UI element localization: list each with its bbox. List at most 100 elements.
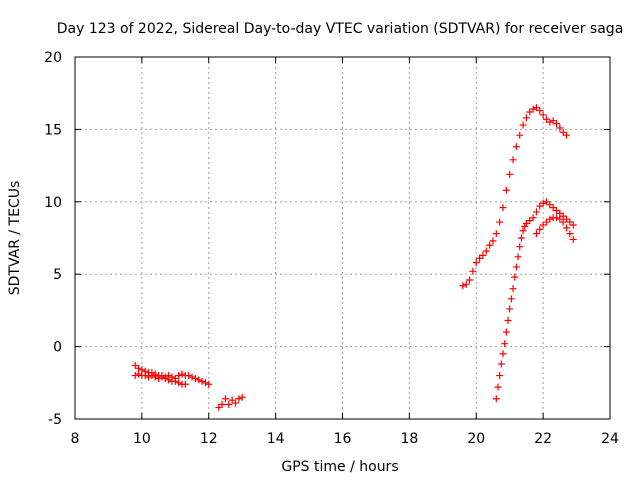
- x-tick-label: 20: [467, 431, 485, 447]
- data-point: [135, 370, 143, 378]
- data-point: [195, 376, 203, 384]
- data-point: [529, 105, 537, 113]
- data-point: [532, 208, 540, 216]
- data-point: [175, 379, 183, 387]
- data-point: [499, 204, 507, 212]
- data-point: [161, 374, 169, 382]
- data-point: [155, 374, 163, 382]
- x-tick-label: 24: [601, 431, 619, 447]
- y-tick-label: 15: [44, 122, 62, 138]
- data-point: [158, 373, 166, 381]
- data-point: [566, 230, 574, 238]
- y-tick-label: 5: [53, 267, 62, 283]
- data-point: [512, 263, 520, 271]
- data-point: [511, 273, 519, 281]
- data-point: [496, 218, 504, 226]
- data-point: [218, 401, 226, 409]
- data-point: [516, 131, 524, 139]
- y-tick-label: 0: [53, 340, 62, 356]
- data-point: [501, 340, 509, 348]
- data-point: [472, 259, 480, 267]
- data-point: [205, 380, 213, 388]
- data-point: [148, 372, 156, 380]
- data-point: [502, 328, 510, 336]
- data-point: [536, 107, 544, 115]
- data-point: [532, 230, 540, 238]
- data-point: [492, 395, 500, 403]
- data-point: [546, 215, 554, 223]
- data-point: [509, 156, 517, 164]
- data-point: [486, 241, 494, 249]
- data-marks: [131, 104, 577, 411]
- y-tick-label: -5: [48, 412, 62, 428]
- y-tick-label: 10: [44, 195, 62, 211]
- data-point: [539, 111, 547, 119]
- data-point: [569, 235, 577, 243]
- data-point: [225, 401, 233, 409]
- data-point: [536, 225, 544, 233]
- data-point: [539, 199, 547, 207]
- data-point: [517, 234, 525, 242]
- data-point: [235, 395, 243, 403]
- data-point: [185, 372, 193, 380]
- x-tick-label: 8: [71, 431, 80, 447]
- x-tick-label: 16: [334, 431, 352, 447]
- plot-frame: [74, 56, 611, 420]
- data-point: [519, 121, 527, 129]
- data-point: [499, 350, 507, 358]
- data-point: [506, 305, 514, 313]
- data-point: [141, 372, 149, 380]
- data-point: [479, 251, 487, 259]
- data-point: [504, 317, 512, 325]
- x-tick-label: 18: [400, 431, 418, 447]
- data-point: [188, 373, 196, 381]
- data-point: [469, 267, 477, 275]
- data-point: [165, 376, 173, 384]
- data-point: [519, 227, 527, 235]
- data-point: [151, 373, 159, 381]
- data-point: [175, 372, 183, 380]
- data-point: [459, 282, 467, 290]
- data-point: [131, 372, 139, 380]
- data-point: [232, 399, 239, 407]
- data-point: [553, 214, 560, 222]
- data-point: [506, 170, 514, 178]
- data-point: [546, 118, 554, 126]
- data-point: [514, 253, 522, 261]
- data-point: [496, 372, 504, 380]
- series-evening-arc-1: [459, 104, 571, 290]
- x-tick-label: 14: [267, 431, 285, 447]
- data-point: [201, 379, 209, 387]
- data-point: [497, 360, 505, 368]
- chart-title: Day 123 of 2022, Sidereal Day-to-day VTE…: [57, 21, 624, 37]
- data-point: [492, 230, 500, 238]
- data-point: [563, 224, 571, 232]
- data-point: [466, 276, 474, 284]
- data-point: [522, 114, 530, 122]
- series-evening-arc-2: [492, 198, 577, 403]
- data-point: [145, 373, 153, 381]
- data-point: [221, 395, 229, 403]
- y-axis-label: SDTVAR / TECUs: [7, 181, 23, 296]
- data-point: [563, 131, 571, 139]
- data-point: [181, 380, 189, 388]
- x-tick-label: 12: [200, 431, 218, 447]
- series-noon-arc: [215, 393, 246, 411]
- data-point: [198, 377, 206, 385]
- data-point: [191, 374, 199, 382]
- data-point: [556, 124, 564, 132]
- data-point: [529, 214, 537, 222]
- data-point: [569, 221, 577, 229]
- data-point: [553, 120, 560, 128]
- data-point: [482, 247, 490, 255]
- data-point: [171, 377, 179, 385]
- data-point: [238, 393, 246, 401]
- axis-ticks: 8 10 12 14 16 18 20 22 24 -5 0 5 10 15 20: [44, 50, 619, 447]
- data-point: [489, 237, 497, 245]
- x-tick-label: 22: [534, 431, 552, 447]
- data-point: [502, 186, 510, 194]
- data-point: [462, 280, 470, 288]
- data-point: [559, 218, 567, 226]
- y-tick-label: 20: [44, 50, 62, 66]
